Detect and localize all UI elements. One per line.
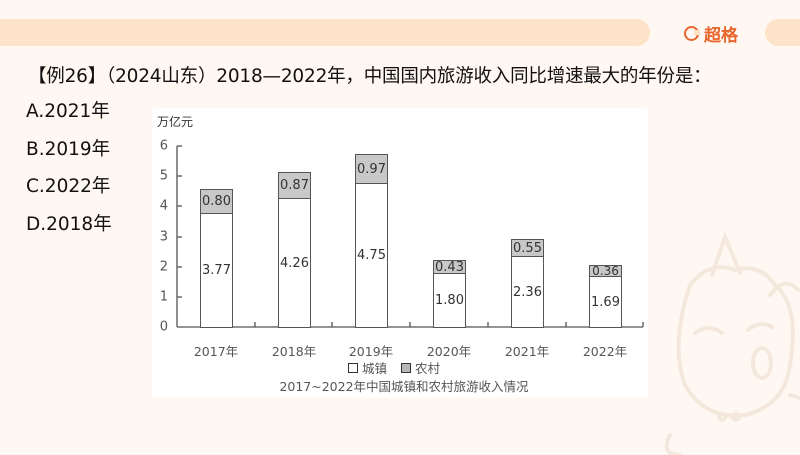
- x-tick-label: 2017年: [193, 344, 239, 359]
- brand-name: 超格: [704, 25, 738, 46]
- y-tick-label: 5: [159, 168, 168, 184]
- legend-label-urban: 城镇: [362, 361, 388, 376]
- answer-options: A.2021年 B.2019年 C.2022年 D.2018年: [26, 97, 112, 247]
- y-tick-label: 6: [159, 138, 168, 154]
- bar-rural-2017: 0.80: [200, 189, 233, 214]
- x-tick-label: 2020年: [426, 344, 472, 359]
- x-tick-label: 2018年: [271, 344, 317, 359]
- y-tick-label: 0: [159, 319, 168, 335]
- header-banner: [0, 19, 650, 46]
- option-d[interactable]: D.2018年: [26, 213, 112, 235]
- bar-rural-2019: 0.97: [355, 154, 388, 184]
- option-b[interactable]: B.2019年: [26, 138, 111, 160]
- x-tick-label: 2019年: [348, 344, 394, 359]
- question-text: 【例26】（2024山东）2018—2022年，中国国内旅游收入同比增速最大的年…: [28, 66, 712, 87]
- y-tick-label: 1: [159, 289, 168, 305]
- bar-urban-2017: 3.77: [200, 213, 233, 328]
- y-tick-label: 2: [159, 259, 168, 275]
- brand-logo: 超格: [684, 20, 738, 46]
- bar-urban-2020: 1.80: [433, 273, 466, 328]
- bar-rural-2021: 0.55: [511, 239, 544, 257]
- x-tick-label: 2021年: [504, 344, 550, 359]
- option-a[interactable]: A.2021年: [26, 101, 110, 122]
- y-tick-label: 3: [159, 229, 168, 245]
- bar-rural-2020: 0.43: [433, 260, 466, 275]
- bar-rural-2022: 0.36: [589, 265, 622, 277]
- bar-urban-2018: 4.26: [278, 198, 311, 328]
- chart-panel: [152, 108, 648, 398]
- unicorn-mascot-icon: [664, 231, 800, 455]
- legend-swatch-urban: [348, 362, 358, 373]
- x-tick-label: 2022年: [582, 344, 628, 359]
- y-tick-label: 4: [159, 198, 168, 214]
- g-logo-icon: [684, 25, 700, 41]
- header-banner-right: [765, 19, 800, 46]
- y-axis-unit: 万亿元: [157, 115, 194, 129]
- option-c[interactable]: C.2022年: [26, 176, 111, 197]
- chart-title: 2017~2022年中国城镇和农村旅游收入情况: [279, 379, 529, 394]
- bar-urban-2019: 4.75: [355, 183, 388, 328]
- bar-urban-2022: 1.69: [589, 276, 622, 328]
- legend-swatch-rural: [401, 362, 412, 373]
- legend-label-rural: 农村: [415, 361, 441, 376]
- bar-urban-2021: 2.36: [511, 256, 544, 328]
- chart-legend: 城镇 农村: [348, 358, 440, 377]
- bar-rural-2018: 0.87: [278, 172, 311, 199]
